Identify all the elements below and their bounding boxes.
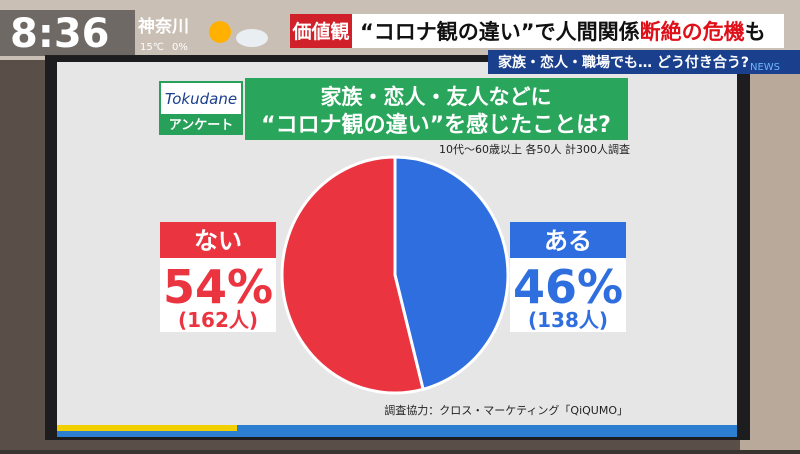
board-stripe-accent [57,425,237,431]
category-box [510,222,626,258]
category-box [160,222,276,258]
logo-sub-box [160,114,242,134]
title-box [245,78,628,140]
pie-slice [393,155,510,392]
pie [280,155,510,395]
tag-box [290,14,352,48]
count-label: (138人) [528,308,608,332]
clock: 8:36 [10,11,110,57]
title-line: “コロナ観の違い”を感じたことは? [261,112,611,138]
news-mark: NEWS [750,62,780,73]
headline: “コロナ観の違い”で人間関係断絶の危機も [360,20,766,44]
place: 神奈川 [138,16,189,37]
label-panel [160,258,276,332]
category-label: ある [544,227,592,255]
title-line: 家族・恋人・友人などに [321,85,552,109]
headline-alert: 断絶の危機 [640,20,745,44]
rain-chance: 0% [172,42,188,53]
subline: 家族・恋人・職場でも… どう付き合う? [498,54,749,71]
headline-box [352,14,784,48]
count-label: (162人) [178,308,258,332]
weather-sun [209,21,231,43]
subline-box [488,50,800,74]
logo-sub: アンケート [169,118,233,133]
headline-part: “コロナ観の違い”で人間関係 [360,20,640,44]
category-label: ない [194,227,242,255]
headline-part: も [745,20,766,44]
weather-cloud [236,29,268,47]
temperature: 15℃ [140,42,164,53]
value-label: 54% [163,260,273,314]
value-label: 46% [513,260,623,314]
clock-bg [0,10,135,56]
logo: Tokudane [165,90,237,108]
source: 調査協力：クロス・マーケティング「QiQUMO」 [384,403,628,417]
pie-slice [280,155,425,395]
subtitle: 10代～60歳以上 各50人 計300人調査 [439,142,630,156]
label-panel [510,258,626,332]
tag: 価値観 [291,20,349,43]
